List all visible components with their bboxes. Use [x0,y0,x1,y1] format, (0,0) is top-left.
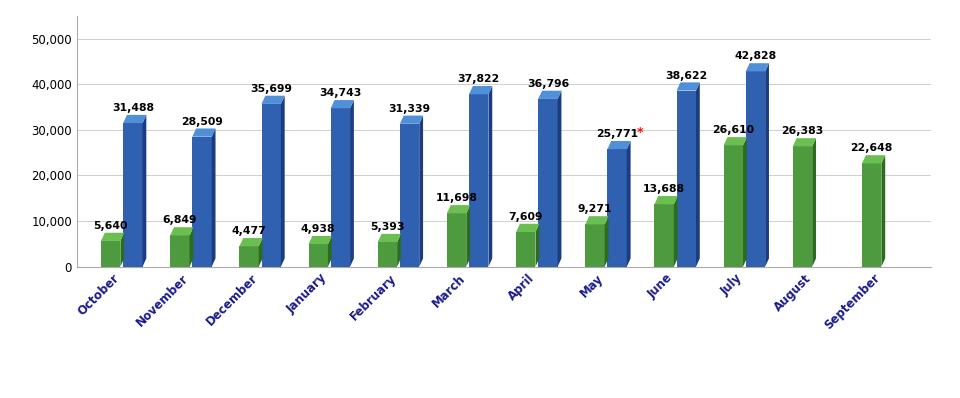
Text: 42,828: 42,828 [734,51,777,61]
Bar [330,108,350,267]
Polygon shape [101,233,124,241]
Polygon shape [536,224,540,267]
Polygon shape [400,115,423,124]
Bar [862,164,881,267]
Text: 28,509: 28,509 [181,117,223,127]
Polygon shape [605,216,609,267]
Polygon shape [377,234,401,242]
Polygon shape [516,224,540,232]
Text: 36,796: 36,796 [527,79,569,89]
Polygon shape [261,96,285,104]
Polygon shape [677,82,700,91]
Bar [447,213,467,267]
Text: 4,938: 4,938 [301,224,335,234]
Polygon shape [608,141,631,149]
Text: 4,477: 4,477 [231,226,267,236]
Polygon shape [308,236,332,244]
Polygon shape [558,91,562,267]
Polygon shape [350,100,354,267]
Polygon shape [793,138,816,146]
Text: 11,698: 11,698 [436,193,477,203]
Polygon shape [212,129,215,267]
Polygon shape [259,238,262,267]
Bar [308,244,328,267]
Bar [746,71,765,267]
Text: 31,488: 31,488 [111,103,154,113]
Bar [400,124,420,267]
Bar [469,94,489,267]
Text: 35,699: 35,699 [251,84,292,94]
Text: 13,688: 13,688 [643,184,685,194]
Polygon shape [746,63,769,71]
Bar [192,137,212,267]
Bar [677,91,696,267]
Text: 25,771: 25,771 [596,129,638,139]
Polygon shape [420,115,423,267]
Polygon shape [674,196,678,267]
Polygon shape [539,91,562,99]
Polygon shape [655,196,678,204]
Bar [377,242,397,267]
Polygon shape [586,216,609,224]
Text: 34,743: 34,743 [319,88,362,98]
Bar [239,246,259,267]
Bar [170,236,189,267]
Polygon shape [189,227,193,267]
Bar [655,204,674,267]
Polygon shape [881,155,885,267]
Polygon shape [469,86,492,94]
Polygon shape [447,205,470,213]
Bar [123,123,142,267]
Polygon shape [170,227,193,236]
Text: 37,822: 37,822 [458,74,500,84]
Text: 26,610: 26,610 [712,125,755,135]
Polygon shape [281,96,285,267]
Bar [724,145,743,267]
Text: 9,271: 9,271 [578,204,612,215]
Polygon shape [489,86,492,267]
Bar [516,232,536,267]
Polygon shape [743,137,747,267]
Bar [793,146,812,267]
Bar [586,224,605,267]
Polygon shape [724,137,747,145]
Bar [101,241,120,267]
Text: 22,648: 22,648 [851,143,893,153]
Polygon shape [812,138,816,267]
Polygon shape [239,238,262,246]
Text: 5,640: 5,640 [93,221,128,231]
Polygon shape [328,236,332,267]
Bar [608,149,627,267]
Polygon shape [330,100,354,108]
Polygon shape [765,63,769,267]
Text: 5,393: 5,393 [371,222,405,232]
Polygon shape [467,205,470,267]
Polygon shape [397,234,401,267]
Polygon shape [192,129,215,137]
Polygon shape [142,115,146,267]
Text: 31,339: 31,339 [389,104,431,114]
Text: 26,383: 26,383 [781,126,824,137]
Polygon shape [123,115,146,123]
Text: 6,849: 6,849 [162,215,197,225]
Text: 38,622: 38,622 [665,70,708,80]
Text: 7,609: 7,609 [509,212,543,222]
Polygon shape [120,233,124,267]
Bar [539,99,558,267]
Text: *: * [636,126,643,139]
Polygon shape [862,155,885,164]
Bar [261,104,281,267]
Polygon shape [696,82,700,267]
Polygon shape [627,141,631,267]
